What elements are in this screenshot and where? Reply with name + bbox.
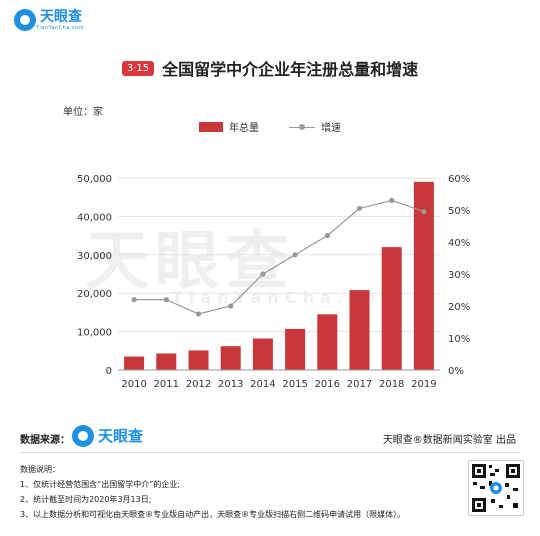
y-right-tick-label: 20% [448, 302, 470, 313]
growth-point [260, 271, 266, 277]
bar [220, 346, 241, 370]
top-bar: 天眼查 TianYanCha.com [0, 0, 540, 38]
qr-code-icon[interactable] [468, 460, 524, 516]
growth-point [292, 252, 298, 258]
bar [317, 314, 338, 370]
x-tick-label: 2012 [186, 379, 211, 390]
logo-subtext: TianYanCha.com [36, 24, 85, 31]
y-right-tick-label: 50% [448, 206, 470, 217]
unit-label: 单位：家 [63, 107, 103, 118]
legend-bar-swatch [199, 121, 223, 132]
footer-divider [20, 452, 520, 453]
x-tick-label: 2018 [379, 379, 404, 390]
watermark: 天眼查 [85, 225, 295, 299]
source-row: 数据来源： 天眼查 天眼查®数据新闻实验室 出品 [0, 420, 540, 460]
y-right-tick-label: 30% [448, 270, 470, 281]
y-left-tick-label: 30,000 [77, 251, 112, 262]
brand-logo: 天眼查 TianYanCha.com [14, 9, 84, 31]
growth-point [195, 311, 202, 317]
x-tick-label: 2014 [250, 379, 275, 390]
x-tick-label: 2010 [121, 379, 146, 390]
credit-text: 天眼查®数据新闻实验室 出品 [382, 435, 516, 446]
bar [349, 290, 370, 370]
y-left-tick-label: 20,000 [77, 289, 112, 300]
source-label: 数据来源： [20, 435, 70, 446]
growth-point [356, 205, 363, 211]
y-left-tick-label: 0 [106, 366, 112, 377]
x-tick-label: 2016 [315, 379, 340, 390]
notes-title: 数据说明： [20, 465, 60, 474]
y-right-tick-label: 0% [448, 366, 464, 377]
x-tick-label: 2011 [154, 379, 179, 390]
bar [252, 338, 273, 370]
growth-point [324, 233, 330, 239]
bar [156, 353, 177, 370]
chart-title: 3·15 全国留学中介企业年注册总量和增速 [0, 56, 540, 80]
y-left-tick-label: 40,000 [77, 212, 112, 223]
note-item-1: 1、仅统计经营范围含“出国留学中介”的企业; [20, 480, 181, 489]
bar [381, 247, 402, 370]
logo-mark-icon [14, 9, 36, 31]
growth-point [131, 297, 137, 303]
growth-point [389, 197, 395, 203]
y-left-tick-label: 10,000 [77, 328, 112, 339]
note-item-3: 3、以上数据分析和可视化由天眼查®专业版自动产出，天眼查®专业版扫描右侧二维码申… [20, 510, 406, 519]
y-right-tick-label: 40% [448, 238, 470, 249]
x-tick-label: 2017 [347, 379, 372, 390]
legend-bar-label: 年总量 [229, 123, 259, 134]
x-tick-label: 2013 [218, 379, 243, 390]
y-left-tick-label: 50,000 [77, 174, 112, 185]
legend-line-label: 增速 [321, 123, 341, 134]
bar [285, 328, 306, 370]
logo-text: 天眼查 [40, 8, 82, 25]
x-tick-label: 2015 [282, 379, 307, 390]
bar [124, 356, 145, 370]
bar [188, 350, 209, 370]
source-logo-icon [72, 425, 94, 447]
growth-point [163, 297, 169, 303]
title-badge: 3·15 [121, 60, 155, 76]
note-item-2: 2、统计截至时间为2020年3月13日; [20, 495, 152, 504]
notes: 数据说明： 1、仅统计经营范围含“出国留学中介”的企业; 2、统计截至时间为20… [20, 462, 405, 522]
source-logo: 天眼查 [72, 425, 143, 447]
legend: 年总量 增速 [0, 119, 540, 134]
growth-point [228, 303, 234, 309]
growth-line [134, 199, 425, 315]
source-logo-text: 天眼查 [98, 426, 144, 445]
bar [413, 181, 434, 370]
title-text: 全国留学中介企业年注册总量和增速 [162, 60, 419, 79]
y-right-tick-label: 10% [448, 334, 470, 345]
y-right-tick-label: 60% [448, 174, 470, 185]
growth-point [421, 209, 427, 215]
legend-line-swatch [289, 122, 315, 132]
x-tick-label: 2019 [411, 379, 436, 390]
